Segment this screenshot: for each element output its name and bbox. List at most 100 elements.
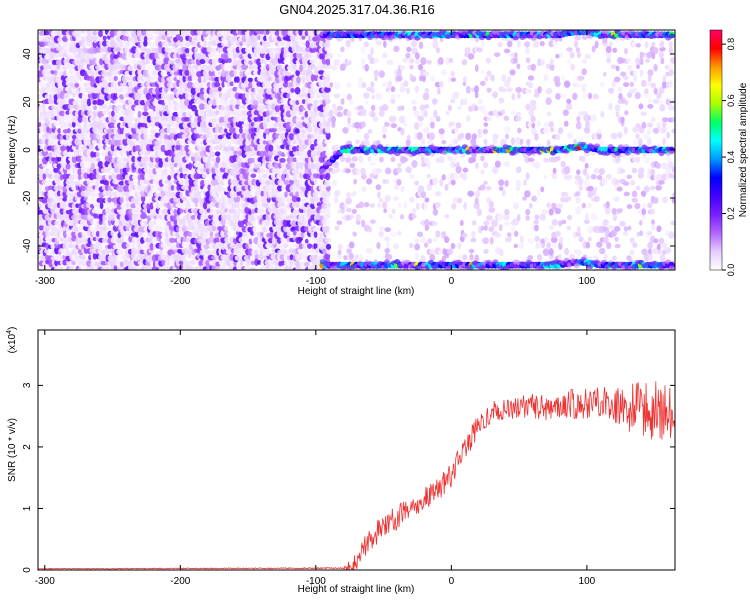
heatmap-cell xyxy=(525,208,531,216)
heatmap-cell xyxy=(290,87,295,93)
heatmap-cell xyxy=(405,139,411,147)
heatmap-cell xyxy=(426,173,431,179)
heatmap-cell xyxy=(137,110,142,118)
heatmap-cell xyxy=(434,191,442,197)
heatmap-cell xyxy=(299,64,304,73)
heatmap-cell xyxy=(326,249,331,255)
heatmap-cell xyxy=(525,215,530,221)
heatmap-cell xyxy=(223,230,229,238)
heatmap-cell xyxy=(563,120,569,127)
heatmap-cell xyxy=(498,97,505,104)
heatmap-cell xyxy=(215,156,221,164)
heatmap-cell xyxy=(604,206,611,215)
heatmap-cell xyxy=(566,132,573,140)
heatmap-cell xyxy=(324,190,332,198)
heatmap-cell xyxy=(387,254,393,260)
heatmap-cell xyxy=(375,184,382,191)
heatmap-cell xyxy=(104,99,109,106)
heatmap-cell xyxy=(152,40,158,47)
heatmap-cell xyxy=(254,156,259,164)
heatmap-cell xyxy=(541,208,549,215)
heatmap-cell xyxy=(248,81,253,89)
heatmap-cell xyxy=(247,139,252,144)
heatmap-cell xyxy=(207,183,212,192)
heatmap-cell xyxy=(196,138,202,146)
heatmap-cell xyxy=(353,178,358,185)
heatmap-cell xyxy=(423,126,430,134)
heatmap-cell xyxy=(575,47,581,53)
heatmap-cell xyxy=(405,87,410,95)
heatmap-cell xyxy=(292,157,298,163)
heatmap-cell xyxy=(260,30,265,35)
heatmap-cell xyxy=(504,180,509,187)
heatmap-cell xyxy=(581,68,587,76)
heatmap-cell xyxy=(527,82,534,89)
heatmap-cell xyxy=(417,185,425,194)
heatmap-cell xyxy=(414,243,421,251)
heatmap-cell xyxy=(324,231,331,237)
heatmap-cell xyxy=(250,184,256,193)
heatmap-cell xyxy=(510,137,516,146)
heatmap-cell xyxy=(229,150,235,156)
heatmap-cell xyxy=(416,231,424,238)
heatmap-cell xyxy=(230,196,235,203)
heatmap-cell xyxy=(441,230,447,239)
heatmap-cell xyxy=(544,236,548,243)
heatmap-cell xyxy=(221,81,226,88)
heatmap-cell xyxy=(128,97,134,105)
heatmap-cell xyxy=(224,254,228,263)
heatmap-cell xyxy=(219,167,227,173)
heatmap-cell xyxy=(578,184,583,192)
heatmap-cell xyxy=(265,179,271,186)
heatmap-cell xyxy=(208,236,215,244)
heatmap-cell xyxy=(447,76,452,84)
heatmap-cell xyxy=(546,242,551,249)
heatmap-cell xyxy=(363,41,370,47)
heatmap-cell xyxy=(334,225,340,231)
heatmap-cell xyxy=(129,190,134,197)
heatmap-cell xyxy=(45,59,50,64)
heatmap-cells xyxy=(38,30,675,270)
heatmap-cell xyxy=(202,266,208,270)
heatmap-cell xyxy=(400,127,405,136)
heatmap-cell xyxy=(343,203,349,209)
heatmap-cell xyxy=(411,160,418,168)
heatmap-cell xyxy=(102,40,108,47)
heatmap-cell xyxy=(56,184,62,191)
heatmap-cell xyxy=(53,120,59,127)
heatmap-cell xyxy=(280,260,285,266)
heatmap-cell xyxy=(288,132,295,141)
heatmap-cell xyxy=(51,157,56,162)
heatmap-cell xyxy=(376,202,382,208)
heatmap-cell xyxy=(283,179,290,185)
heatmap-cell xyxy=(161,259,166,266)
heatmap-cell xyxy=(146,99,151,107)
heatmap-cell xyxy=(229,70,236,78)
heatmap-cell xyxy=(364,100,369,105)
heatmap-cell xyxy=(424,158,430,163)
heatmap-cell xyxy=(220,243,226,251)
heatmap-cell xyxy=(381,81,389,88)
heatmap-cell xyxy=(149,242,154,251)
heatmap-cell xyxy=(482,110,489,117)
heatmap-cell xyxy=(57,128,62,134)
heatmap-cell xyxy=(325,58,331,66)
heatmap-cell xyxy=(540,59,545,66)
heatmap-cell xyxy=(402,57,408,63)
heatmap-cell xyxy=(167,123,172,129)
heatmap-cell xyxy=(345,39,351,48)
heatmap-cell xyxy=(376,191,381,199)
heatmap-cell xyxy=(435,230,441,238)
heatmap-cell xyxy=(270,172,277,180)
heatmap-cell xyxy=(527,238,534,244)
heatmap-cell xyxy=(391,208,396,214)
heatmap-cell xyxy=(65,68,70,76)
heatmap-cell xyxy=(423,71,430,77)
heatmap-cell xyxy=(582,168,588,176)
heatmap-cell xyxy=(540,238,546,244)
heatmap-cell xyxy=(232,208,237,216)
heatmap-cell xyxy=(483,224,488,231)
heatmap-cell xyxy=(170,169,176,174)
heatmap-cell xyxy=(566,225,572,231)
heatmap-cell xyxy=(525,88,532,94)
